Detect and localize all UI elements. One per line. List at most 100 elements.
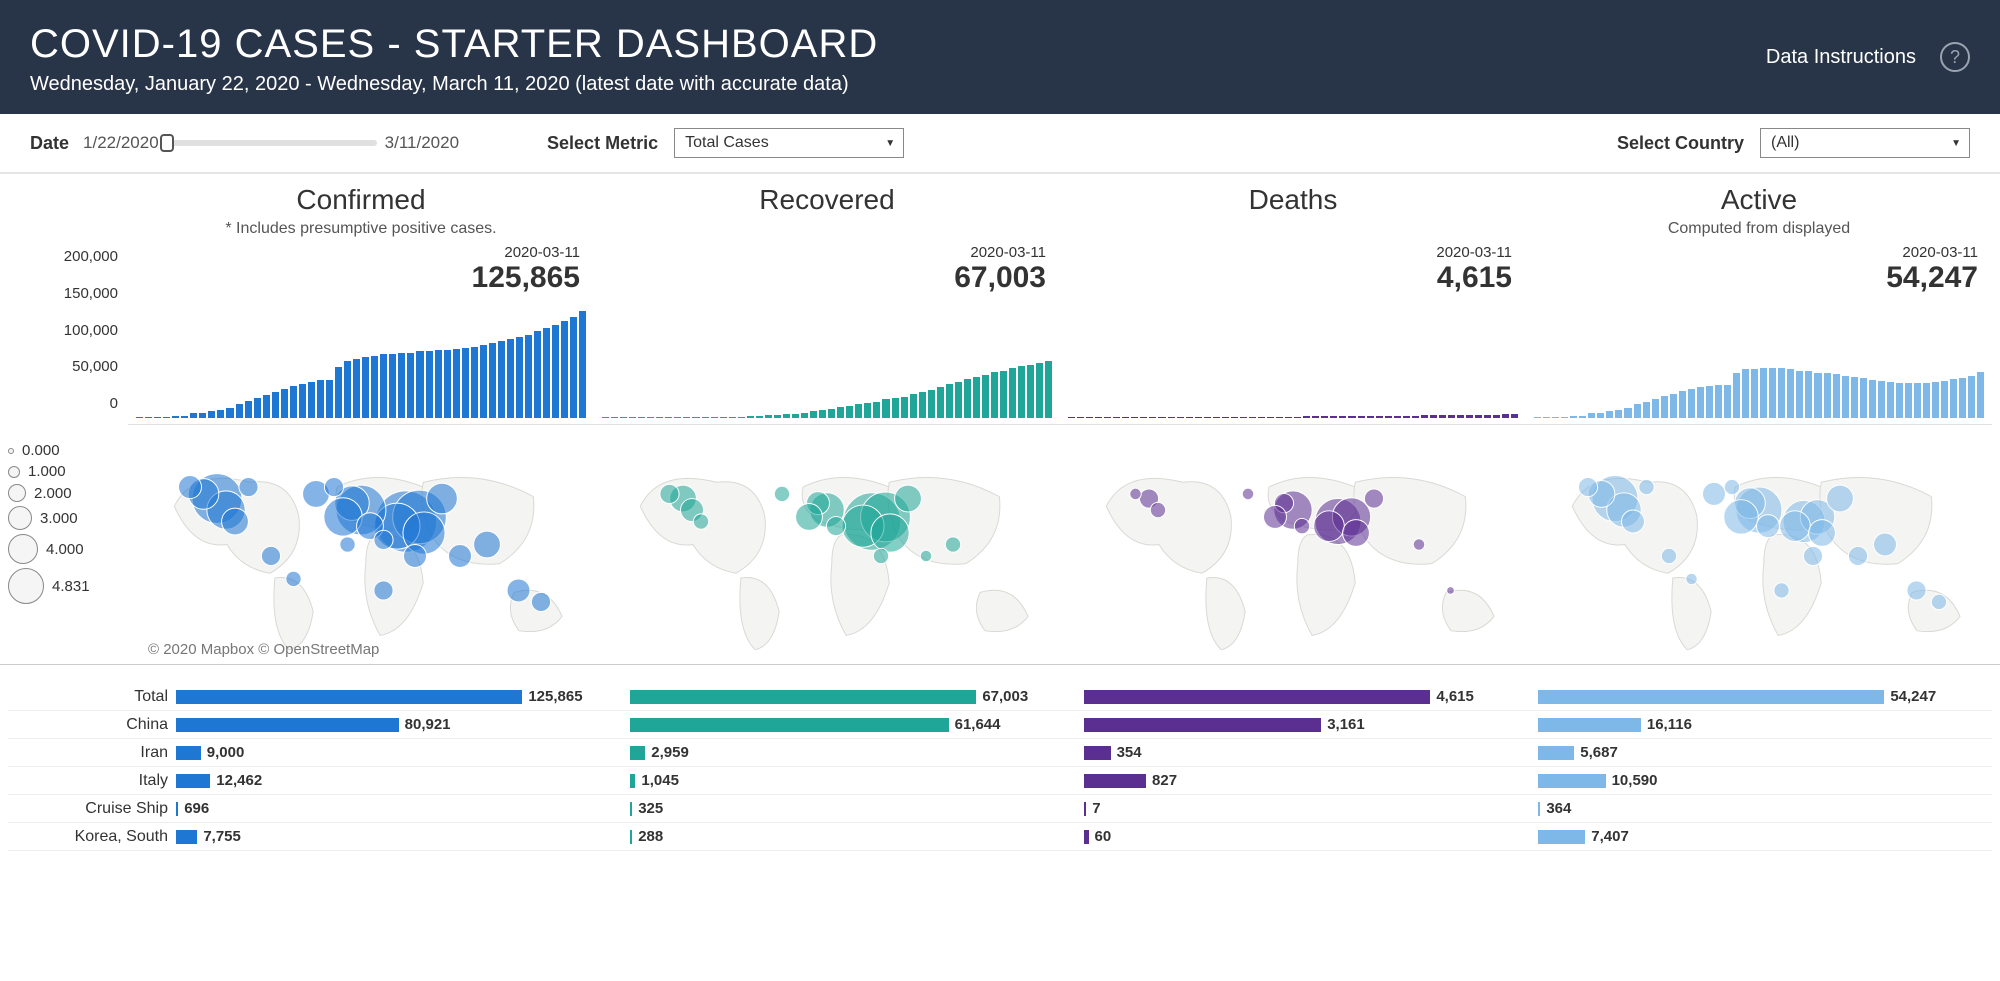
country-bar (630, 802, 632, 816)
bar (489, 343, 496, 418)
bar (1561, 417, 1568, 418)
bar (1358, 416, 1365, 418)
legend-value: 4.000 (46, 541, 84, 558)
table-row[interactable]: Total125,86567,0034,61554,247 (8, 683, 1992, 711)
controls-bar: Date 1/22/2020 3/11/2020 Select Metric T… (0, 114, 2000, 174)
bar (837, 407, 844, 418)
date-slider-thumb[interactable] (160, 134, 174, 152)
bar (683, 417, 690, 418)
bar (1430, 415, 1437, 418)
country-select[interactable]: (All) (1760, 128, 1970, 158)
panel-active: Active Computed from displayed (1526, 184, 1992, 242)
bubble-legend: 0.0001.0002.0003.0004.0004.831 (8, 424, 128, 664)
callout-date-recovered: 2020-03-11 (954, 244, 1046, 261)
bar (335, 367, 342, 418)
bar (928, 390, 935, 418)
country-bar (1538, 774, 1606, 788)
panel-title-confirmed: Confirmed (136, 184, 586, 216)
country-bar (630, 718, 949, 732)
country-cell-confirmed: 696 (176, 800, 630, 817)
bar (263, 395, 270, 418)
bar (1267, 417, 1274, 418)
bar (154, 417, 161, 418)
map-active[interactable] (1526, 424, 1992, 664)
bar (1276, 417, 1283, 418)
date-end-value: 3/11/2020 (385, 133, 459, 153)
table-row[interactable]: Italy12,4621,04582710,590 (8, 767, 1992, 795)
table-row[interactable]: Iran9,0002,9593545,687 (8, 739, 1992, 767)
map-deaths[interactable] (1060, 424, 1526, 664)
bar (946, 384, 953, 418)
bar (362, 357, 369, 418)
bar (647, 417, 654, 418)
bar (1258, 417, 1265, 418)
country-bar (630, 830, 632, 844)
bar (1168, 417, 1175, 418)
legend-circle (8, 448, 14, 454)
country-bar (1538, 690, 1884, 704)
data-instructions-link[interactable]: Data Instructions (1766, 46, 1916, 69)
bar (819, 410, 826, 418)
bar (1511, 414, 1518, 418)
date-slider-track[interactable] (167, 140, 377, 146)
country-value: 827 (1152, 772, 1177, 789)
panel-title-deaths: Deaths (1068, 184, 1518, 216)
panel-note-recovered (602, 220, 1052, 242)
country-table: Total125,86567,0034,61554,247China80,921… (0, 664, 2000, 851)
bar (1688, 389, 1695, 418)
date-start-value: 1/22/2020 (83, 133, 159, 153)
bar (1661, 396, 1668, 418)
callout-value-confirmed: 125,865 (472, 261, 580, 295)
bar (1122, 417, 1129, 418)
table-row[interactable]: Korea, South7,755288607,407 (8, 823, 1992, 851)
bar (136, 417, 143, 418)
country-value: 7,755 (203, 828, 241, 845)
callout-date-deaths: 2020-03-11 (1436, 244, 1512, 261)
bar (1606, 411, 1613, 418)
map-confirmed[interactable]: © 2020 Mapbox © OpenStreetMap (128, 424, 594, 664)
bar (855, 404, 862, 418)
bar (1000, 371, 1007, 418)
country-bar (1084, 690, 1430, 704)
bar (435, 350, 442, 418)
bar (326, 380, 333, 418)
bar (1222, 417, 1229, 418)
bar (1851, 377, 1858, 418)
bar (1652, 399, 1659, 418)
bar (1634, 404, 1641, 418)
country-cell-confirmed: 9,000 (176, 744, 630, 761)
bar (828, 409, 835, 418)
bar (1597, 413, 1604, 418)
legend-circle (8, 506, 32, 530)
bar (873, 402, 880, 418)
legend-row: 1.000 (8, 463, 128, 480)
metric-select[interactable]: Total Cases (674, 128, 904, 158)
help-icon[interactable]: ? (1940, 42, 1970, 72)
country-bar (176, 830, 197, 844)
country-bar (176, 746, 201, 760)
bar (611, 417, 618, 418)
chart-deaths: 2020-03-11 4,615 (1060, 242, 1526, 418)
metric-select-value: Total Cases (685, 134, 769, 152)
panel-deaths: Deaths (1060, 184, 1526, 242)
date-slider[interactable]: 1/22/2020 3/11/2020 (83, 133, 459, 153)
country-bar (630, 690, 976, 704)
bar (1457, 415, 1464, 418)
country-cell-deaths: 60 (1084, 828, 1538, 845)
legend-row: 4.000 (8, 534, 128, 564)
bar (1086, 417, 1093, 418)
bar (1240, 417, 1247, 418)
table-row[interactable]: Cruise Ship6963257364 (8, 795, 1992, 823)
bar (1036, 363, 1043, 418)
map-recovered[interactable] (594, 424, 1060, 664)
bar (1367, 416, 1374, 418)
country-value: 54,247 (1890, 688, 1936, 705)
panel-confirmed: Confirmed * Includes presumptive positiv… (128, 184, 594, 242)
bar (1977, 372, 1984, 418)
bar (308, 382, 315, 418)
metric-label: Select Metric (547, 133, 658, 154)
table-row[interactable]: China80,92161,6443,16116,116 (8, 711, 1992, 739)
bar (1814, 373, 1821, 418)
chart-confirmed: 2020-03-11 125,865 (128, 242, 594, 418)
bar (711, 417, 718, 418)
